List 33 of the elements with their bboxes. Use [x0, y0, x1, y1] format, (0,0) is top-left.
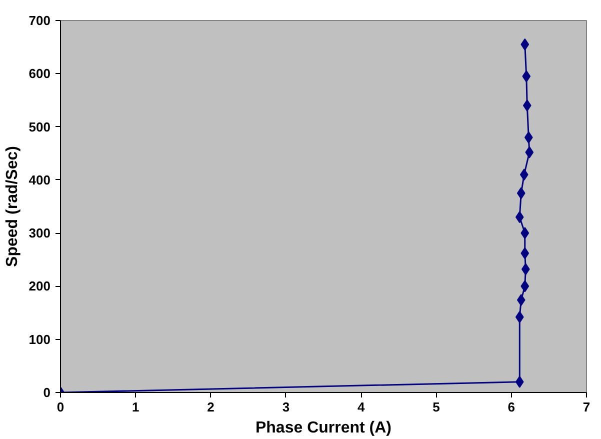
point [520, 227, 530, 240]
point [521, 263, 530, 276]
point [520, 38, 530, 50]
point [515, 311, 524, 324]
x-axis-title: Phase Current (A) [255, 420, 392, 436]
point [516, 187, 526, 200]
y-tick-label: 500 [28, 119, 51, 134]
point [525, 146, 534, 158]
x-tick-label: 7 [582, 400, 590, 414]
x-tick-label: 5 [432, 400, 440, 414]
y-tick-label: 400 [28, 172, 51, 188]
point [515, 211, 524, 224]
x-tick-label: 0 [56, 400, 64, 414]
point [522, 100, 532, 112]
point [524, 131, 533, 144]
y-tick-label: 700 [28, 13, 51, 28]
point [520, 247, 530, 260]
x-tick-label: 3 [282, 400, 290, 414]
x-tick-label: 4 [357, 400, 366, 414]
y-axis-title: Speed (rad/Sec) [4, 146, 21, 267]
point [522, 70, 531, 82]
y-tick-label: 100 [28, 332, 51, 347]
x-tick-label: 2 [207, 400, 214, 414]
y-tick-label: 0 [43, 385, 51, 400]
point [516, 294, 526, 306]
point [520, 168, 528, 181]
y-tick-label: 300 [28, 226, 51, 241]
point [515, 376, 524, 388]
x-tick-label: 1 [132, 400, 140, 414]
y-tick-label: 600 [28, 66, 51, 82]
x-tick-label: 6 [508, 400, 515, 414]
point [520, 280, 530, 292]
y-tick-label: 200 [28, 278, 51, 294]
